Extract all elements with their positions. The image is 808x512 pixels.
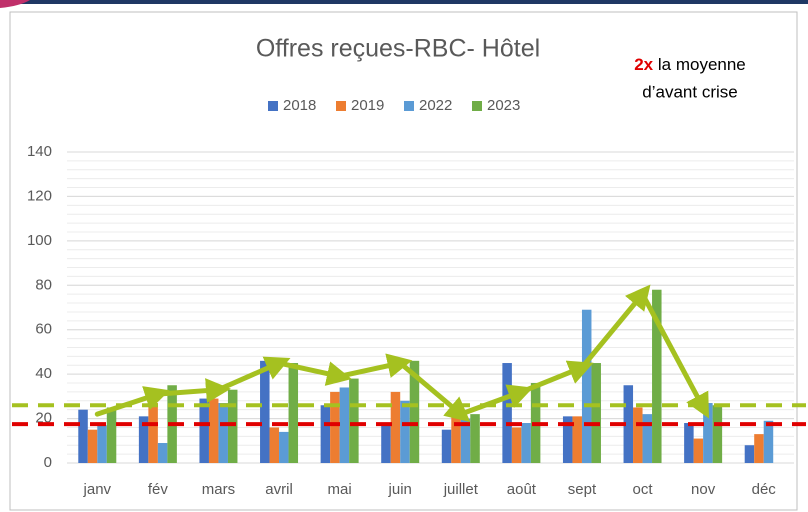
y-tick-label: 0 (44, 454, 52, 471)
bar (642, 414, 653, 463)
x-tick-label: mai (328, 481, 352, 498)
bar (623, 385, 634, 463)
legend-label: 2023 (487, 97, 520, 114)
bar (633, 407, 643, 463)
x-tick-label: janv (83, 481, 112, 498)
bar (227, 389, 238, 463)
annotation-text: la moyenne (658, 55, 746, 74)
legend-label: 2019 (351, 97, 384, 114)
bar (744, 445, 755, 463)
bar (330, 391, 340, 463)
bar (763, 420, 774, 463)
bar (581, 309, 592, 463)
bar (591, 363, 601, 463)
x-tick-label: avril (265, 481, 293, 498)
legend-label: 2018 (283, 97, 316, 114)
bar (441, 429, 452, 463)
legend-label: 2022 (419, 97, 452, 114)
bar (652, 289, 662, 463)
trend-segment (579, 284, 651, 370)
bar (712, 405, 723, 463)
annotation: 2x la moyenne (634, 55, 746, 74)
bar (78, 409, 88, 463)
x-tick-label: août (507, 481, 537, 498)
trend-segment (518, 360, 594, 395)
bar (451, 411, 461, 463)
y-tick-label: 40 (35, 365, 52, 382)
trend-segment (337, 353, 413, 379)
x-tick-label: sept (568, 481, 597, 498)
bar (572, 416, 582, 463)
bar (269, 427, 280, 463)
x-tick-label: oct (633, 481, 654, 498)
bar (754, 434, 764, 463)
bar (703, 403, 713, 463)
annotation-highlight: 2x (634, 55, 653, 74)
bar (260, 360, 270, 463)
x-tick-label: nov (691, 481, 716, 498)
trend-segment (215, 356, 291, 393)
y-tick-label: 140 (27, 143, 52, 160)
bar (320, 405, 331, 463)
annotation-line: d’avant crise (642, 82, 737, 101)
y-tick-label: 60 (35, 321, 52, 338)
bar (148, 403, 158, 463)
bar (97, 425, 107, 463)
bar (157, 443, 168, 463)
legend-swatch (404, 101, 414, 111)
y-tick-label: 80 (35, 276, 52, 293)
bar (279, 431, 289, 463)
bar (693, 438, 704, 463)
trend-segment (458, 384, 534, 417)
x-tick-label: juin (388, 481, 412, 498)
y-tick-label: 100 (27, 232, 52, 249)
bar (208, 398, 219, 463)
trend-segment (155, 378, 231, 404)
bar (218, 403, 228, 463)
logo-corner (0, 0, 30, 8)
x-tick-label: fév (148, 481, 169, 498)
bar (400, 400, 410, 463)
bar (502, 363, 512, 463)
bar (288, 363, 299, 463)
legend-swatch (472, 101, 482, 111)
bar (87, 429, 98, 463)
trend-segment (640, 291, 710, 419)
bar (199, 398, 209, 463)
legend-swatch (268, 101, 278, 111)
chart-title: Offres reçues-RBC- Hôtel (256, 35, 540, 63)
bar (381, 423, 391, 463)
bar (390, 391, 401, 463)
bar (409, 360, 420, 463)
bar (349, 378, 359, 463)
bar (562, 416, 573, 463)
bar (470, 414, 480, 463)
trend-segment (397, 360, 471, 423)
bar (138, 416, 149, 463)
legend-swatch (336, 101, 346, 111)
bar (339, 387, 350, 463)
x-tick-label: déc (752, 481, 777, 498)
bar (511, 427, 522, 463)
x-tick-label: juillet (443, 481, 479, 498)
y-tick-label: 120 (27, 187, 52, 204)
bar (460, 418, 471, 463)
bar (521, 423, 531, 463)
bar (684, 423, 694, 463)
top-banner (0, 0, 808, 4)
bar (106, 407, 117, 463)
x-tick-label: mars (202, 481, 235, 498)
trend-segment (276, 360, 352, 386)
